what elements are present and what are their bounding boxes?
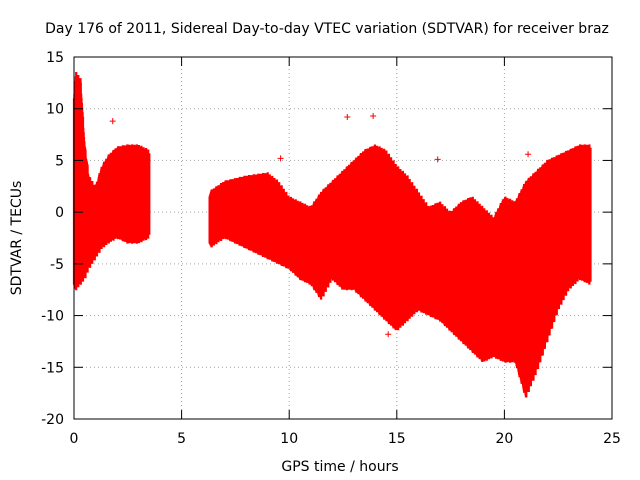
y-tick-label: 15: [46, 50, 64, 66]
data-series: [72, 72, 592, 398]
chart-title: Day 176 of 2011, Sidereal Day-to-day VTE…: [45, 21, 609, 37]
y-tick-label: -10: [41, 309, 64, 325]
x-tick-label: 20: [495, 431, 513, 447]
y-tick-label: 5: [55, 153, 64, 169]
plot-frame: [73, 56, 613, 420]
outlier-point: [385, 331, 392, 338]
y-tick-label: 0: [55, 205, 64, 221]
y-axis-label: SDTVAR / TECUs: [9, 181, 25, 296]
outlier-point: [109, 118, 116, 125]
y-tick-label: -5: [50, 257, 64, 273]
x-tick-label: 0: [70, 431, 79, 447]
data-band-segment: [72, 72, 151, 291]
outlier-point: [434, 156, 441, 163]
x-tick-label: 10: [280, 431, 298, 447]
y-tick-label: -20: [41, 412, 64, 428]
x-tick-label: 5: [177, 431, 186, 447]
x-axis-label: GPS time / hours: [281, 459, 398, 475]
outlier-point: [370, 112, 377, 119]
outlier-point: [525, 151, 532, 158]
axis-ticks: 0 5 10 15 20 25 -20 -15 -10 -5 0 5 10 15: [41, 50, 621, 447]
y-tick-label: -15: [41, 360, 64, 376]
x-tick-label: 25: [603, 431, 621, 447]
outlier-point: [344, 113, 351, 120]
outlier-point: [277, 155, 284, 162]
x-tick-label: 15: [388, 431, 406, 447]
data-band-segment: [208, 144, 592, 398]
y-tick-label: 10: [46, 102, 64, 118]
